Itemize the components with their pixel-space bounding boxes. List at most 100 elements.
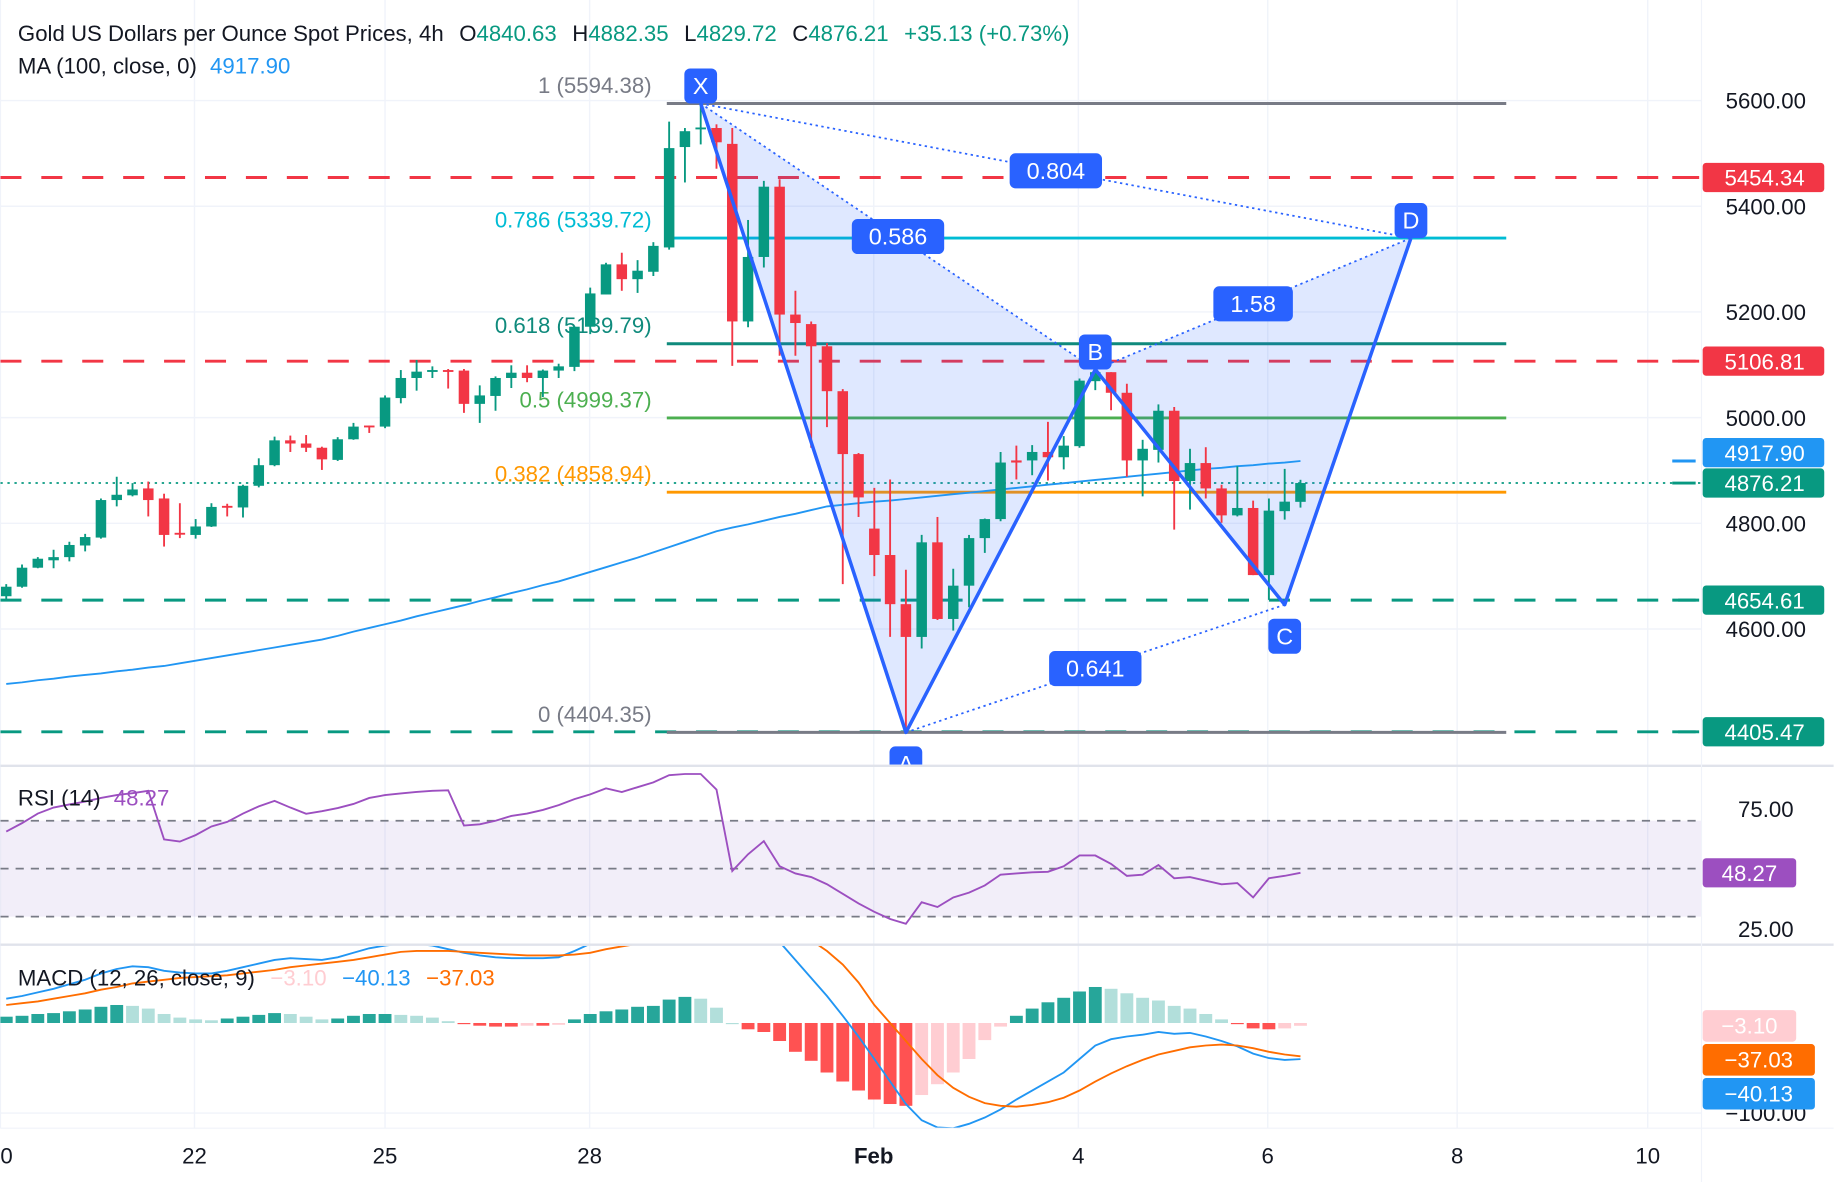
- candle[interactable]: [900, 569, 912, 733]
- rsi-pane[interactable]: [0, 773, 1702, 925]
- candle[interactable]: [379, 395, 391, 429]
- ratio-badge[interactable]: 0.804: [1009, 153, 1103, 189]
- candle[interactable]: [300, 435, 312, 452]
- price-badge[interactable]: 4405.47: [1702, 717, 1825, 747]
- price-badge[interactable]: 4917.90: [1702, 438, 1825, 468]
- candle[interactable]: [316, 446, 328, 470]
- candle[interactable]: [206, 503, 217, 528]
- candle[interactable]: [1121, 383, 1133, 477]
- candle[interactable]: [348, 422, 359, 440]
- candle[interactable]: [285, 435, 296, 452]
- candle[interactable]: [916, 534, 927, 649]
- candle[interactable]: [427, 366, 438, 378]
- candle[interactable]: [1042, 421, 1054, 481]
- pattern-point-c[interactable]: C: [1268, 618, 1302, 654]
- candle[interactable]: [506, 365, 517, 389]
- candle[interactable]: [853, 453, 864, 517]
- candle[interactable]: [821, 343, 833, 428]
- candle[interactable]: [95, 498, 107, 539]
- candle[interactable]: [237, 484, 249, 518]
- candle[interactable]: [474, 385, 486, 423]
- candle[interactable]: [395, 370, 407, 404]
- candle[interactable]: [1058, 436, 1069, 470]
- rsi-badge[interactable]: 48.27: [1702, 858, 1797, 888]
- macd-pane[interactable]: [0, 897, 1702, 1129]
- macd-badge[interactable]: −3.10: [1702, 1010, 1797, 1042]
- candle[interactable]: [758, 180, 770, 268]
- macd-line[interactable]: [6, 897, 1301, 1129]
- price-pane[interactable]: 1 (5594.38)0.786 (5339.72)0.618 (5139.79…: [0, 68, 1702, 781]
- macd-signal-line[interactable]: [6, 917, 1301, 1108]
- candle[interactable]: [648, 242, 659, 276]
- candle[interactable]: [127, 483, 138, 497]
- pattern-point-x[interactable]: X: [684, 68, 718, 104]
- candle[interactable]: [742, 219, 754, 328]
- candle[interactable]: [963, 534, 975, 608]
- ratio-badge[interactable]: 1.58: [1213, 286, 1293, 322]
- candle[interactable]: [174, 503, 186, 539]
- candle[interactable]: [79, 533, 91, 552]
- candle[interactable]: [111, 476, 122, 507]
- macd-badge[interactable]: −37.03: [1702, 1044, 1815, 1076]
- candle[interactable]: [774, 179, 785, 356]
- candle[interactable]: [1232, 466, 1243, 517]
- candle[interactable]: [332, 437, 343, 461]
- pattern-point-d[interactable]: D: [1394, 203, 1428, 239]
- candle[interactable]: [553, 363, 564, 378]
- candle[interactable]: [600, 262, 612, 295]
- candle[interactable]: [979, 518, 991, 553]
- candle[interactable]: [1200, 447, 1212, 499]
- ratio-badge[interactable]: 0.586: [851, 218, 945, 255]
- price-badge[interactable]: 4876.21: [1702, 468, 1825, 498]
- pattern-point-a[interactable]: A: [889, 746, 923, 781]
- candle[interactable]: [411, 360, 422, 391]
- candle[interactable]: [616, 252, 628, 291]
- ma-line[interactable]: [6, 460, 1301, 685]
- candle[interactable]: [1153, 404, 1164, 463]
- candle[interactable]: [32, 557, 44, 569]
- candle[interactable]: [727, 128, 738, 366]
- candle[interactable]: [932, 516, 943, 621]
- candle[interactable]: [569, 326, 580, 372]
- candle[interactable]: [632, 260, 643, 293]
- rsi-line[interactable]: [5, 773, 1301, 925]
- candle[interactable]: [663, 121, 675, 250]
- price-badge[interactable]: 5454.34: [1702, 162, 1825, 193]
- candle[interactable]: [1279, 468, 1290, 520]
- candle[interactable]: [190, 519, 201, 539]
- candle[interactable]: [1295, 479, 1306, 508]
- candle[interactable]: [995, 451, 1006, 522]
- candle[interactable]: [221, 503, 233, 517]
- candle[interactable]: [1026, 445, 1038, 476]
- candle[interactable]: [490, 376, 501, 411]
- candle[interactable]: [253, 458, 265, 488]
- price-badge[interactable]: 4654.61: [1702, 585, 1825, 615]
- ratio-badge[interactable]: 0.641: [1049, 651, 1142, 687]
- candle[interactable]: [48, 549, 59, 569]
- candle[interactable]: [16, 564, 28, 588]
- candle[interactable]: [64, 541, 75, 562]
- candle[interactable]: [837, 389, 849, 585]
- ma-legend[interactable]: MA (100, close, 0) 4917.90: [18, 54, 290, 79]
- candle[interactable]: [1137, 439, 1148, 497]
- candle[interactable]: [458, 368, 470, 413]
- candle[interactable]: [1216, 484, 1227, 523]
- macd-legend[interactable]: MACD (12, 26, close, 9) −3.10 −40.13 −37…: [18, 966, 495, 991]
- candle[interactable]: [584, 287, 596, 335]
- candle[interactable]: [1184, 448, 1196, 510]
- candle[interactable]: [158, 493, 170, 547]
- candle[interactable]: [695, 103, 706, 145]
- candle[interactable]: [869, 487, 880, 577]
- price-badge[interactable]: 5106.81: [1702, 346, 1825, 376]
- pattern-point-b[interactable]: B: [1078, 334, 1112, 370]
- rsi-legend[interactable]: RSI (14) 48.27: [18, 786, 169, 811]
- candle[interactable]: [790, 290, 801, 356]
- candle[interactable]: [1247, 500, 1259, 576]
- candle[interactable]: [947, 568, 959, 631]
- candle[interactable]: [679, 128, 691, 183]
- macd-badge[interactable]: −40.13: [1702, 1077, 1815, 1110]
- candle[interactable]: [805, 321, 817, 448]
- candle[interactable]: [884, 479, 896, 637]
- candle[interactable]: [521, 365, 533, 383]
